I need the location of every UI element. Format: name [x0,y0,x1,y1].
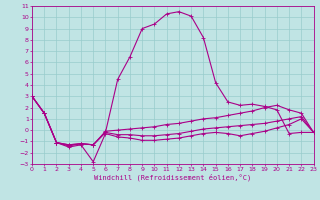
X-axis label: Windchill (Refroidissement éolien,°C): Windchill (Refroidissement éolien,°C) [94,174,252,181]
